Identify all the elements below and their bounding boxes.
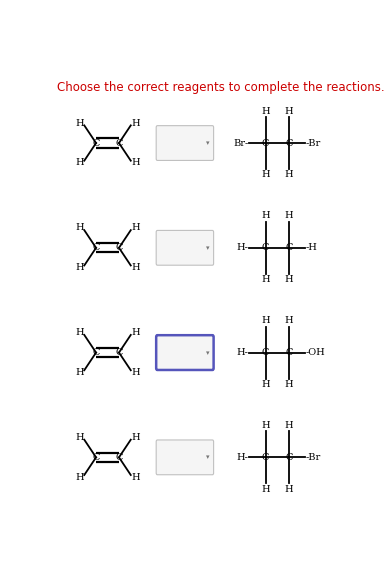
Text: C: C [285, 243, 293, 252]
Text: -H: -H [306, 243, 318, 252]
Text: H: H [261, 107, 270, 116]
Text: C: C [115, 138, 122, 148]
Text: ▾: ▾ [206, 245, 209, 251]
FancyBboxPatch shape [156, 440, 214, 475]
Text: H: H [76, 328, 84, 337]
Text: H: H [76, 368, 84, 377]
FancyBboxPatch shape [156, 335, 214, 370]
Text: H: H [261, 485, 270, 494]
Text: ▾: ▾ [206, 140, 209, 146]
Text: ▾: ▾ [206, 350, 209, 356]
Text: C: C [115, 348, 122, 357]
Text: C: C [93, 138, 100, 148]
Text: H: H [131, 159, 139, 167]
Text: H: H [261, 421, 270, 430]
Text: H: H [76, 433, 84, 442]
Text: H: H [261, 380, 270, 389]
Text: C: C [285, 348, 293, 357]
Text: H: H [285, 316, 293, 325]
Text: C: C [93, 348, 100, 357]
Text: H: H [131, 223, 139, 232]
Text: C: C [285, 138, 293, 148]
Text: H: H [76, 223, 84, 232]
Text: C: C [285, 453, 293, 462]
Text: H-: H- [237, 243, 248, 252]
Text: H-: H- [237, 348, 248, 357]
Text: Br-: Br- [233, 138, 248, 148]
Text: C: C [93, 453, 100, 462]
Text: C: C [115, 243, 122, 252]
FancyBboxPatch shape [156, 126, 214, 160]
Text: -Br: -Br [306, 138, 321, 148]
Text: H: H [285, 485, 293, 494]
Text: H: H [131, 263, 139, 272]
Text: H: H [131, 119, 139, 127]
Text: H-: H- [237, 453, 248, 462]
Text: H: H [285, 107, 293, 116]
Text: H: H [261, 275, 270, 284]
Text: H: H [261, 211, 270, 221]
Text: C: C [115, 453, 122, 462]
Text: H: H [285, 170, 293, 179]
Text: H: H [285, 211, 293, 221]
Text: H: H [285, 275, 293, 284]
Text: H: H [76, 119, 84, 127]
Text: H: H [131, 328, 139, 337]
Text: -Br: -Br [306, 453, 321, 462]
Text: H: H [131, 472, 139, 482]
Text: H: H [76, 472, 84, 482]
Text: H: H [131, 433, 139, 442]
Text: C: C [93, 243, 100, 252]
Text: H: H [261, 170, 270, 179]
Text: H: H [285, 380, 293, 389]
Text: H: H [76, 263, 84, 272]
Text: -OH: -OH [306, 348, 326, 357]
Text: H: H [76, 159, 84, 167]
Text: H: H [285, 421, 293, 430]
Text: H: H [261, 316, 270, 325]
Text: C: C [262, 138, 269, 148]
Text: C: C [262, 243, 269, 252]
Text: C: C [262, 348, 269, 357]
Text: Choose the correct reagents to complete the reactions.: Choose the correct reagents to complete … [57, 80, 384, 94]
Text: C: C [262, 453, 269, 462]
Text: H: H [131, 368, 139, 377]
FancyBboxPatch shape [156, 230, 214, 265]
Text: ▾: ▾ [206, 455, 209, 460]
